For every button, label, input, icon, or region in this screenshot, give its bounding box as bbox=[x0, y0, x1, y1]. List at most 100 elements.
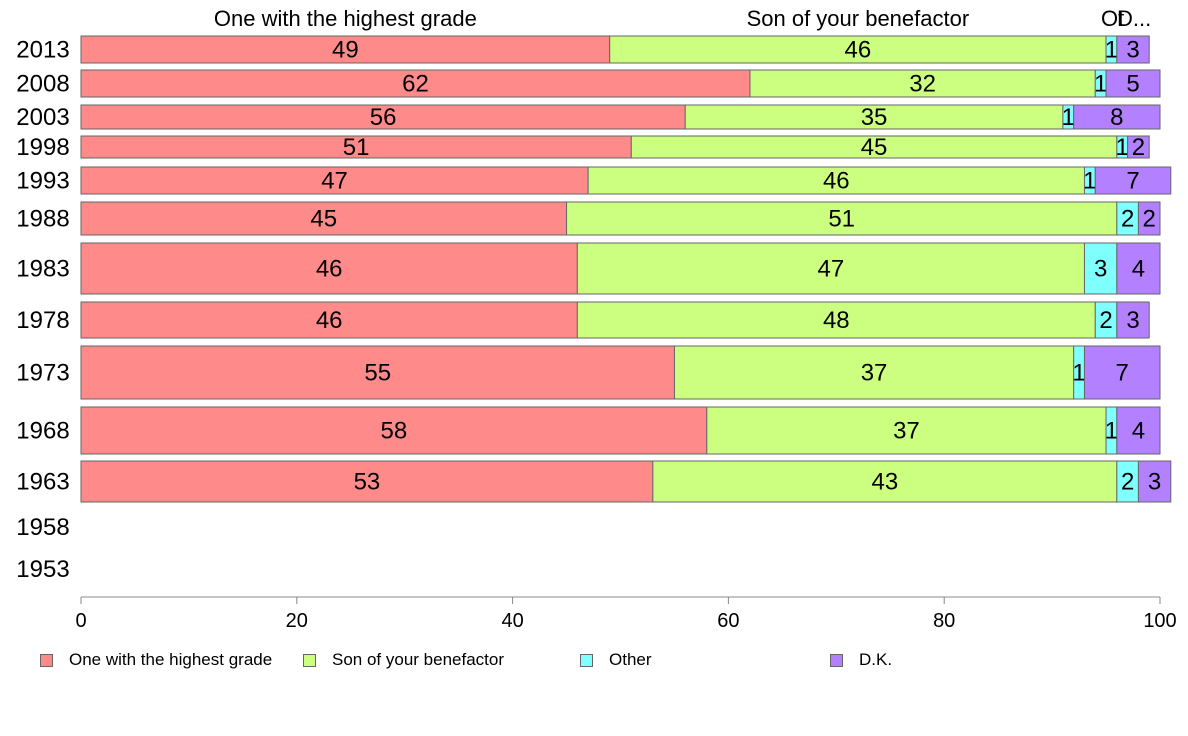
x-tick-label: 20 bbox=[286, 610, 308, 632]
data-label: 37 bbox=[861, 360, 888, 387]
series-headers: One with the highest grade Son of your be… bbox=[214, 6, 1151, 31]
legend-item: Son of your benefactor bbox=[303, 650, 504, 670]
bar-segment bbox=[80, 242, 578, 295]
year-label: 1993 bbox=[16, 168, 69, 195]
data-label: 1 bbox=[1105, 37, 1118, 64]
data-label: 7 bbox=[1116, 360, 1129, 387]
data-label: 4 bbox=[1132, 256, 1145, 283]
data-label: 62 bbox=[402, 71, 429, 98]
series-header: One with the highest grade bbox=[214, 6, 477, 31]
data-label: 3 bbox=[1126, 307, 1139, 334]
year-label: 1988 bbox=[16, 206, 69, 233]
data-label: 5 bbox=[1126, 71, 1139, 98]
legend-label: D.K. bbox=[859, 650, 893, 669]
data-label: 58 bbox=[381, 418, 408, 445]
bar-segment bbox=[749, 69, 1096, 98]
legend-swatch bbox=[303, 653, 316, 667]
bar-segment bbox=[1094, 166, 1172, 195]
series-header: Ot bbox=[1101, 6, 1124, 31]
data-label: 43 bbox=[872, 469, 899, 496]
legend-swatch bbox=[40, 653, 53, 667]
series-header: Son of your benefactor bbox=[747, 6, 970, 31]
legend-item: One with the highest grade bbox=[40, 650, 272, 670]
data-label: 1 bbox=[1072, 360, 1085, 387]
year-label: 1963 bbox=[16, 469, 69, 496]
year-labels: 2013 2008 2003 1998 1993 1988 1983 1978 1973 1968… bbox=[16, 37, 69, 584]
bar-segment bbox=[1116, 35, 1150, 64]
bars-group: 49 46 1 362 32 1 556 35 1 851 45 1 247 46 1 745 51 2 246 47… bbox=[80, 35, 1172, 503]
bar-segment bbox=[609, 35, 1107, 64]
data-label: 46 bbox=[316, 256, 343, 283]
year-label: 1973 bbox=[16, 360, 69, 387]
bar-segment bbox=[80, 104, 686, 130]
bar-segment bbox=[1083, 345, 1161, 400]
legend: One with the highest grade Son of your be… bbox=[40, 650, 1160, 672]
x-tick-label: 80 bbox=[933, 610, 955, 632]
legend-label: Son of your benefactor bbox=[332, 650, 505, 669]
bar-segment bbox=[706, 406, 1107, 455]
year-label: 1978 bbox=[16, 307, 69, 334]
data-label: 32 bbox=[909, 71, 936, 98]
legend-swatch bbox=[830, 653, 843, 667]
data-label: 1 bbox=[1105, 418, 1118, 445]
bar-segment bbox=[1137, 460, 1172, 503]
bar-segment bbox=[80, 406, 708, 455]
data-label: 2 bbox=[1121, 206, 1134, 233]
legend-label: Other bbox=[609, 650, 652, 669]
bar-segment bbox=[1105, 69, 1161, 98]
stacked-bar-chart: One with the highest grade Son of your be… bbox=[16, 6, 1177, 632]
bar-segment bbox=[1137, 201, 1161, 236]
data-label: 46 bbox=[316, 307, 343, 334]
x-tick-label: 40 bbox=[501, 610, 523, 632]
data-label: 55 bbox=[364, 360, 391, 387]
data-label: 48 bbox=[823, 307, 850, 334]
year-label: 1983 bbox=[16, 256, 69, 283]
data-label: 1 bbox=[1116, 134, 1129, 161]
bar-segment bbox=[1116, 301, 1150, 339]
year-label: 2008 bbox=[16, 71, 69, 98]
year-label: 1968 bbox=[16, 418, 69, 445]
data-label: 45 bbox=[861, 134, 888, 161]
data-label: 2 bbox=[1121, 469, 1134, 496]
x-tick-label: 0 bbox=[75, 610, 86, 632]
bar-segment bbox=[80, 69, 751, 98]
data-label: 35 bbox=[861, 104, 888, 131]
bar-segment bbox=[80, 301, 578, 339]
data-label: 56 bbox=[370, 104, 397, 131]
data-label: 1 bbox=[1083, 168, 1096, 195]
data-label: 46 bbox=[845, 37, 872, 64]
data-label: 2 bbox=[1099, 307, 1112, 334]
data-label: 46 bbox=[823, 168, 850, 195]
x-tick-label: 60 bbox=[717, 610, 739, 632]
bar-segment bbox=[1127, 135, 1150, 159]
data-label: 37 bbox=[893, 418, 920, 445]
legend-label: One with the highest grade bbox=[69, 650, 273, 669]
data-label: 51 bbox=[828, 206, 855, 233]
year-label: 1953 bbox=[16, 556, 69, 583]
bar-segment bbox=[1116, 406, 1161, 455]
legend-item: D.K. bbox=[830, 650, 892, 670]
legend-item: Other bbox=[580, 650, 652, 670]
data-label: 3 bbox=[1094, 256, 1107, 283]
data-label: 53 bbox=[354, 469, 381, 496]
year-label: 1998 bbox=[16, 134, 69, 161]
data-label: 7 bbox=[1126, 168, 1139, 195]
data-label: 47 bbox=[818, 256, 845, 283]
bar-segment bbox=[1116, 242, 1161, 295]
bar-segment bbox=[80, 166, 589, 195]
bar-segment bbox=[80, 345, 675, 400]
series-header: D... bbox=[1117, 6, 1151, 31]
year-label: 1958 bbox=[16, 514, 69, 541]
year-label: 2003 bbox=[16, 104, 69, 131]
bar-segment bbox=[652, 460, 1118, 503]
data-label: 3 bbox=[1148, 469, 1161, 496]
data-label: 1 bbox=[1094, 71, 1107, 98]
x-tick-label: 100 bbox=[1143, 610, 1176, 632]
legend-swatch bbox=[580, 653, 593, 667]
x-axis: 0 20 40 60 80 100 bbox=[75, 596, 1177, 632]
data-label: 47 bbox=[321, 168, 348, 195]
data-label: 51 bbox=[343, 134, 370, 161]
bar-segment bbox=[576, 242, 1085, 295]
data-label: 49 bbox=[332, 37, 359, 64]
year-label: 2013 bbox=[16, 37, 69, 64]
